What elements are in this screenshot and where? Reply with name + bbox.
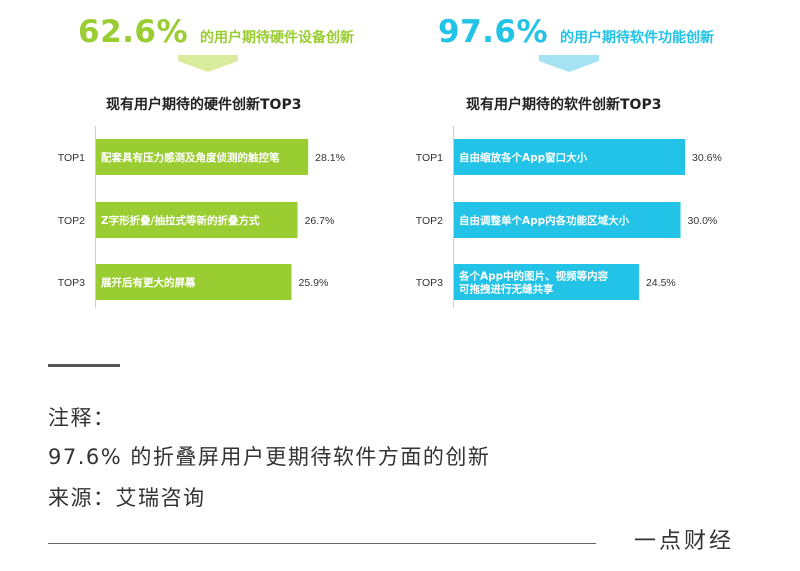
bar (454, 139, 686, 175)
bar-label: 自由调整单个App内各功能区域大小 (459, 214, 630, 227)
value-label: 30.6% (692, 152, 722, 164)
software-percent: 97.6% (438, 14, 549, 50)
bar (96, 139, 309, 175)
category-label: TOP1 (58, 152, 85, 164)
hardware-bar-chart: TOP1 配套具有压力感测及角度侦测的触控笔 28.1% TOP2 Z字形折叠/抽拉式等… (58, 139, 345, 300)
value-label: 24.5% (646, 277, 676, 289)
bar (454, 202, 681, 238)
footer-divider (48, 543, 596, 544)
hardware-down-arrow-icon (178, 61, 238, 72)
hardware-desc: 的用户期待硬件设备创新 (200, 30, 355, 46)
hardware-axis (95, 126, 96, 308)
category-label: TOP2 (416, 215, 443, 227)
footer-accent-rule (48, 364, 120, 367)
value-label: 26.7% (305, 215, 335, 227)
software-desc: 的用户期待软件功能创新 (560, 30, 715, 46)
category-label: TOP1 (416, 152, 443, 164)
category-label: TOP2 (58, 215, 85, 227)
note-text: 97.6% 的折叠屏用户更期待软件方面的创新 (48, 445, 491, 469)
category-label: TOP3 (58, 277, 85, 289)
bar-label: 展开后有更大的屏幕 (101, 276, 196, 289)
software-panel: 97.6% 的用户期待软件功能创新 现有用户期待的软件创新TOP3 TOP1 自由… (400, 0, 800, 330)
software-headline: 97.6% 的用户期待软件功能创新 (438, 14, 714, 58)
value-label: 25.9% (299, 277, 329, 289)
bar (96, 202, 298, 238)
software-chart-title: 现有用户期待的软件创新TOP3 (466, 97, 662, 113)
value-label: 30.0% (688, 215, 718, 227)
hardware-panel: 62.6% 的用户期待硬件设备创新 现有用户期待的硬件创新TOP3 TOP1 配套… (0, 0, 400, 330)
software-down-arrow-icon (539, 61, 599, 72)
hardware-arrow-band (178, 55, 238, 61)
software-axis (453, 126, 454, 308)
bar (454, 264, 639, 300)
hardware-chart-title: 现有用户期待的硬件创新TOP3 (106, 97, 302, 113)
source-text: 来源：艾瑞咨询 (48, 486, 206, 510)
hardware-percent: 62.6% (78, 14, 189, 50)
note-label: 注释： (48, 406, 116, 430)
software-bar-chart: TOP1 自由缩放各个App窗口大小 30.6% TOP2 自由调整单个App内各功能区… (416, 139, 722, 300)
bar-label: Z字形折叠/抽拉式等新的折叠方式 (101, 214, 260, 227)
bar-label: 自由缩放各个App窗口大小 (459, 151, 588, 164)
software-arrow-band (539, 55, 599, 61)
hardware-headline: 62.6% 的用户期待硬件设备创新 (78, 14, 354, 58)
value-label: 28.1% (315, 152, 345, 164)
bar (96, 264, 292, 300)
category-label: TOP3 (416, 277, 443, 289)
brand-name: 一点财经 (634, 529, 735, 554)
bar-label: 各个App中的图片、视频等内容 (458, 270, 609, 283)
bar-label: 配套具有压力感测及角度侦测的触控笔 (101, 151, 280, 164)
bar-label: 可拖拽进行无缝共享 (459, 283, 554, 296)
